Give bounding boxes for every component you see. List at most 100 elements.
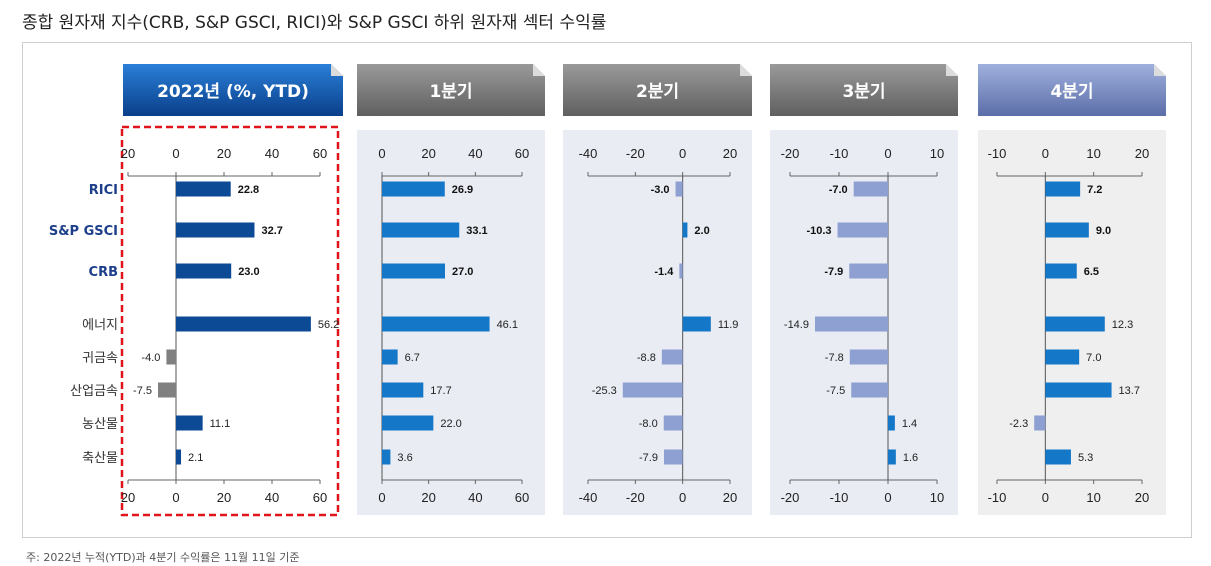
data-label-3: 46.1 xyxy=(497,319,518,331)
panel-0: 2022년 (%, YTD) 20 20 0 0 20 20 40 40 60 60 22.8 32.7… xyxy=(120,64,343,517)
panel-header-label: 4분기 xyxy=(1050,82,1093,102)
axis-tick-bottom: -10 xyxy=(830,490,849,505)
panel-header xyxy=(123,64,343,116)
panel-3: 3분기 -20 -20 -10 -10 0 0 10 10 -7.0 -10.3 -7.9 -14.9 -… xyxy=(770,64,958,515)
bar-5 xyxy=(158,382,176,398)
bar-0 xyxy=(382,181,445,197)
axis-tick-top: 20 xyxy=(421,146,435,161)
panel-1: 1분기 0 0 20 20 40 40 60 60 26.9 33.1 27.0 46.1 6.7 17.7… xyxy=(357,64,545,515)
data-label-3: 11.9 xyxy=(718,319,739,331)
ytd-highlight-border xyxy=(120,125,340,517)
data-label-4: -7.8 xyxy=(825,352,844,364)
footnote: 주: 2022년 누적(YTD)과 4분기 수익률은 11월 11일 기준 xyxy=(26,551,300,564)
axis-tick-top: 40 xyxy=(468,146,482,161)
data-label-0: 22.8 xyxy=(238,184,259,196)
axis-tick-bottom: 0 xyxy=(1042,490,1049,505)
bar-4 xyxy=(166,349,176,365)
axis-tick-top: -20 xyxy=(626,146,645,161)
data-label-0: 26.9 xyxy=(452,184,473,196)
axis-tick-top: -10 xyxy=(988,146,1007,161)
bar-4 xyxy=(849,349,888,365)
data-label-2: -7.9 xyxy=(824,266,843,278)
bar-3 xyxy=(382,316,490,332)
bar-1 xyxy=(682,222,688,238)
panel-header-label: 2022년 (%, YTD) xyxy=(157,82,309,102)
data-label-4: 7.0 xyxy=(1086,352,1101,364)
bar-3 xyxy=(176,316,311,332)
panel-background xyxy=(563,130,752,515)
data-label-7: 1.6 xyxy=(903,452,918,464)
axis-tick-top: 0 xyxy=(884,146,891,161)
axis-tick-top: 20 xyxy=(723,146,737,161)
bar-6 xyxy=(382,415,434,431)
axis-tick-bottom: 0 xyxy=(679,490,686,505)
category-label-2: CRB xyxy=(89,265,118,280)
data-label-7: -7.9 xyxy=(639,452,658,464)
data-label-5: -7.5 xyxy=(133,385,152,397)
data-label-2: 6.5 xyxy=(1084,266,1099,278)
axis-tick-bottom: 40 xyxy=(468,490,482,505)
bar-5 xyxy=(622,382,683,398)
data-label-2: 27.0 xyxy=(452,266,473,278)
data-label-1: 32.7 xyxy=(261,225,282,237)
category-label-0: RICI xyxy=(89,183,118,198)
data-label-0: -7.0 xyxy=(829,184,848,196)
data-label-7: 3.6 xyxy=(397,452,412,464)
panel-header xyxy=(357,64,545,116)
panel-header-label: 1분기 xyxy=(429,82,472,102)
panel-header-label: 3분기 xyxy=(842,82,885,102)
data-label-6: -2.3 xyxy=(1009,418,1028,430)
data-label-2: 23.0 xyxy=(238,266,259,278)
axis-tick-top: 10 xyxy=(1086,146,1100,161)
category-label-3: 에너지 xyxy=(82,318,118,333)
bar-5 xyxy=(1045,382,1112,398)
category-label-5: 산업금속 xyxy=(70,384,118,399)
axis-tick-top: 20 xyxy=(121,146,135,161)
data-label-6: -8.0 xyxy=(639,418,658,430)
category-label-6: 농산물 xyxy=(82,417,118,432)
data-label-1: 9.0 xyxy=(1096,225,1111,237)
panel-header xyxy=(770,64,958,116)
bar-2 xyxy=(1045,263,1077,279)
page-title: 종합 원자재 지수(CRB, S&P GSCI, RICI)와 S&P GSCI… xyxy=(22,13,607,33)
axis-tick-top: 40 xyxy=(265,146,279,161)
axis-tick-bottom: 40 xyxy=(265,490,279,505)
axis-tick-top: 0 xyxy=(378,146,385,161)
data-label-3: 56.2 xyxy=(318,319,339,331)
category-label-7: 축산물 xyxy=(82,451,118,466)
bar-2 xyxy=(849,263,888,279)
bar-0 xyxy=(853,181,888,197)
bar-7 xyxy=(1045,449,1071,465)
bar-1 xyxy=(837,222,888,238)
panel-header xyxy=(978,64,1166,116)
data-label-6: 1.4 xyxy=(902,418,917,430)
axis-tick-top: -40 xyxy=(579,146,598,161)
bar-7 xyxy=(663,449,683,465)
bar-7 xyxy=(888,449,896,465)
data-label-4: -4.0 xyxy=(141,352,160,364)
axis-tick-bottom: 60 xyxy=(313,490,327,505)
data-label-5: -7.5 xyxy=(826,385,845,397)
bar-5 xyxy=(382,382,424,398)
header-fold xyxy=(946,64,958,76)
bar-3 xyxy=(1045,316,1105,332)
bar-4 xyxy=(661,349,683,365)
axis-tick-bottom: 20 xyxy=(121,490,135,505)
bar-4 xyxy=(1045,349,1080,365)
bar-3 xyxy=(814,316,888,332)
category-label-1: S&P GSCI xyxy=(49,224,118,239)
data-label-3: 12.3 xyxy=(1112,319,1133,331)
bar-4 xyxy=(382,349,398,365)
header-fold xyxy=(331,64,343,76)
axis-tick-bottom: 20 xyxy=(1135,490,1149,505)
axis-tick-bottom: 0 xyxy=(172,490,179,505)
header-fold xyxy=(533,64,545,76)
axis-tick-bottom: 20 xyxy=(723,490,737,505)
panel-2: 2분기 -40 -40 -20 -20 0 0 20 20 -3.0 2.0 -1.4 11.9 -8.8… xyxy=(563,64,752,515)
axis-tick-bottom: 20 xyxy=(217,490,231,505)
bar-7 xyxy=(382,449,391,465)
bar-7 xyxy=(176,449,182,465)
bar-0 xyxy=(1045,181,1081,197)
axis-tick-bottom: -20 xyxy=(781,490,800,505)
bar-1 xyxy=(382,222,460,238)
